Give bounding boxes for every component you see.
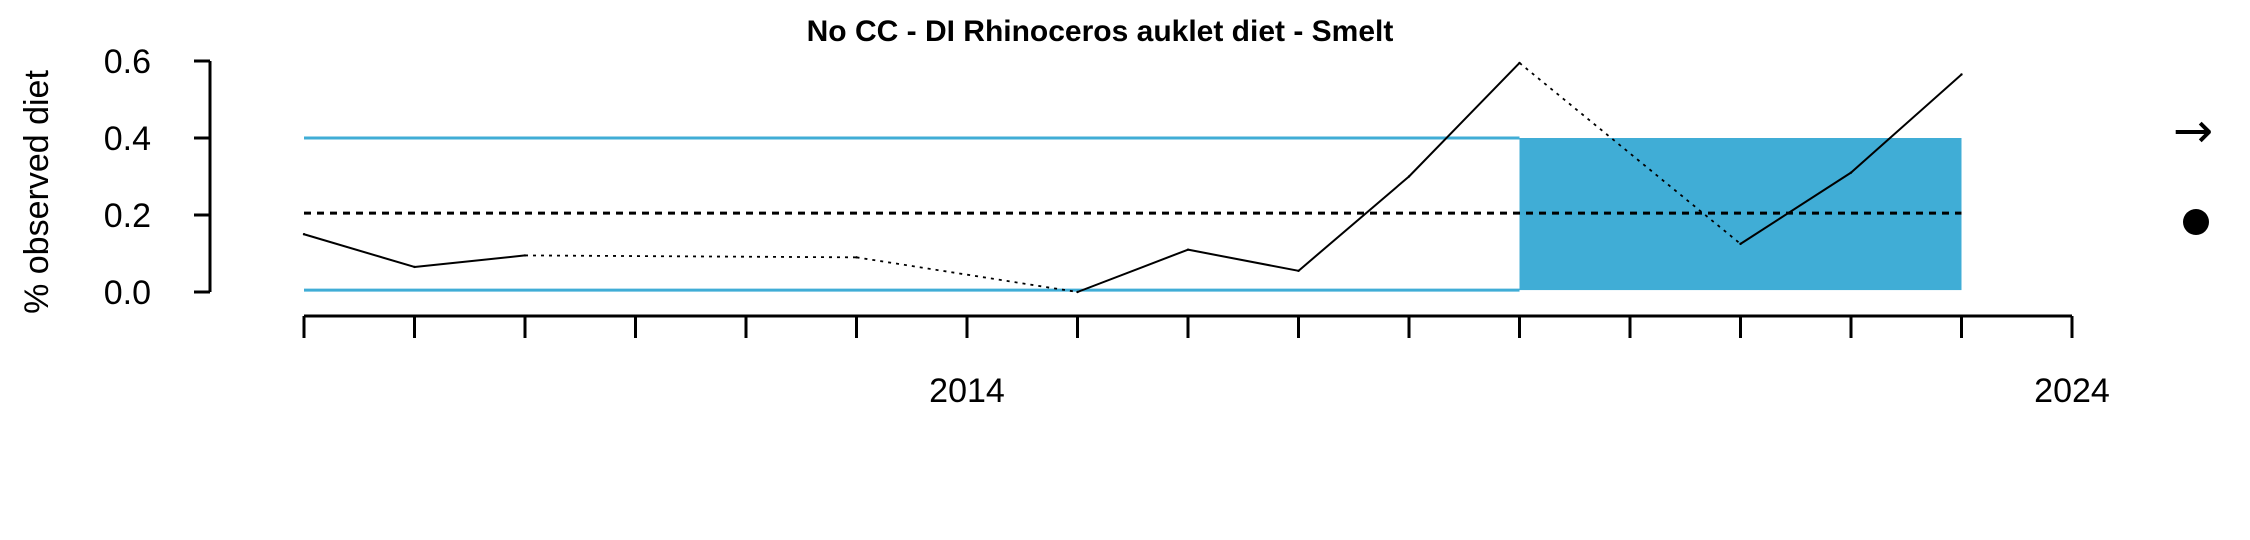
data-point (302, 233, 306, 236)
data-point (1407, 175, 1411, 178)
series-segment (1408, 62, 1521, 178)
data-point (1076, 290, 1079, 294)
series-gap-segment (856, 256, 1078, 293)
x-ticks: 2014 2024 (302, 316, 2110, 410)
y-tick-label: 0.4 (104, 120, 151, 158)
data-point (523, 254, 527, 257)
trend-arrow-icon: → (2173, 103, 2213, 159)
x-axis: 2014 2024 (302, 314, 2110, 410)
series-segment (1739, 171, 1852, 245)
y-tick-label: 0.2 (104, 197, 151, 235)
series-segment (414, 254, 526, 268)
plot-area (302, 61, 1963, 294)
data-point (1297, 269, 1300, 273)
y-axis-label: % observed diet (18, 70, 56, 314)
data-point (1186, 248, 1190, 251)
series-segment (1187, 248, 1299, 272)
series-segment (1297, 175, 1410, 272)
x-tick-label: 2014 (929, 372, 1005, 410)
data-point (413, 265, 416, 269)
series-segment (1850, 73, 1963, 174)
series-segment (1077, 248, 1189, 293)
data-point (855, 256, 858, 259)
status-dot-icon (2183, 209, 2209, 235)
data-point (1849, 171, 1853, 174)
chart-title: No CC - DI Rhinoceros auklet diet - Smel… (807, 15, 1394, 48)
series-gap-segment (524, 254, 857, 259)
y-ticks: 0.0 0.2 0.4 0.6 (104, 43, 210, 312)
y-tick-label: 0.0 (104, 274, 151, 312)
data-point (1518, 61, 1521, 65)
data-point (1739, 242, 1742, 246)
data-point (1960, 73, 1963, 76)
y-tick-label: 0.6 (104, 43, 151, 81)
y-axis: 0.0 0.2 0.4 0.6 (104, 43, 212, 312)
series-segment (303, 233, 415, 268)
x-tick-label: 2024 (2034, 372, 2110, 410)
